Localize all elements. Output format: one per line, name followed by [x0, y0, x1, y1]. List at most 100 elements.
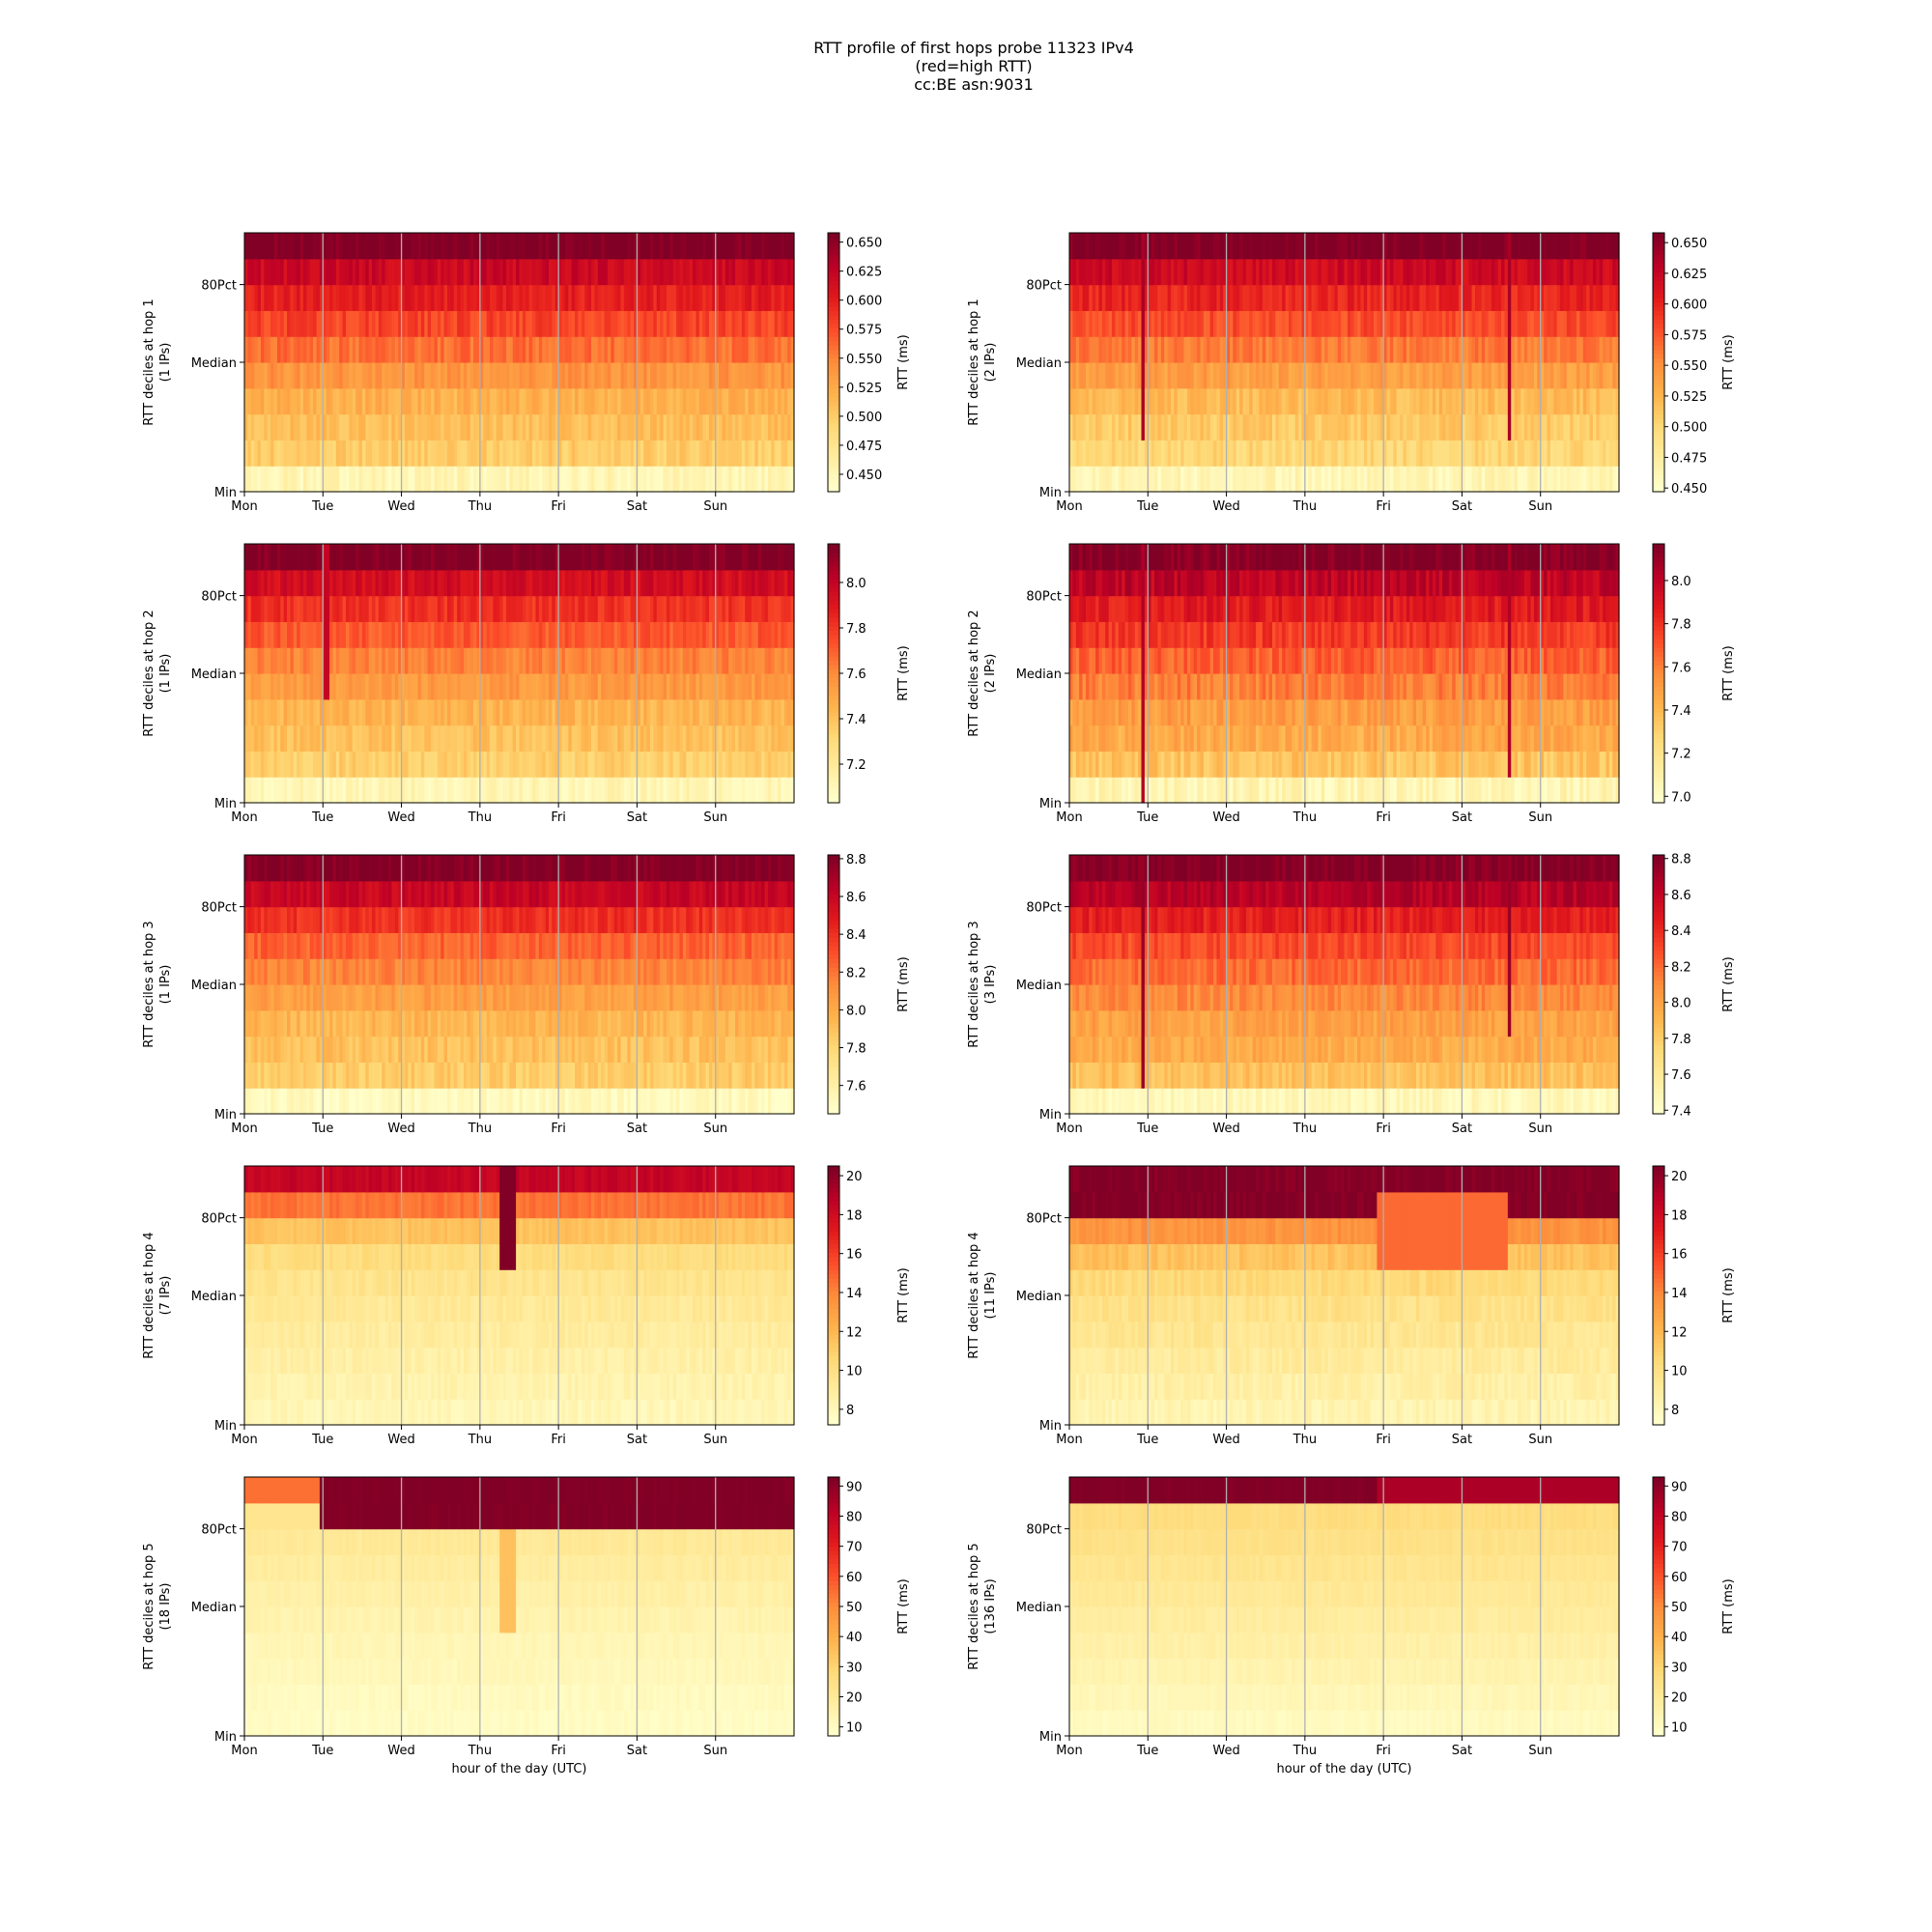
heatmap-cell [1518, 233, 1521, 260]
heatmap-cell [1115, 362, 1120, 389]
heatmap-cell [420, 777, 425, 804]
heatmap-cell [1514, 336, 1519, 363]
heatmap-cell [1608, 466, 1613, 493]
heatmap-cell [431, 751, 436, 778]
heatmap-cell [280, 362, 285, 389]
heatmap-cell [1275, 258, 1280, 286]
heatmap-cell [467, 777, 471, 804]
heatmap-cell [476, 777, 481, 804]
heatmap-cell [781, 440, 785, 467]
heatmap-cell [260, 387, 265, 415]
heatmap-cell [1478, 233, 1483, 260]
heatmap-cell [1134, 284, 1139, 311]
heatmap-cell [639, 310, 644, 337]
heatmap-cell [1082, 466, 1087, 493]
heatmap-cell [738, 466, 743, 493]
heatmap-cell [522, 258, 526, 286]
heatmap-cell [548, 647, 553, 674]
heatmap-cell [457, 362, 462, 389]
heatmap-cell [1148, 310, 1152, 337]
heatmap-cell [378, 284, 383, 311]
heatmap-cell [1213, 258, 1218, 286]
heatmap-cell [561, 777, 566, 804]
heatmap-cell [1596, 336, 1601, 363]
heatmap-cell [1304, 387, 1309, 415]
heatmap-cell [1207, 440, 1211, 467]
heatmap-cell [417, 258, 422, 286]
heatmap-cell [244, 777, 248, 804]
heatmap-cell [398, 233, 403, 260]
heatmap-cell [260, 724, 265, 752]
heatmap-cell [1321, 336, 1325, 363]
heatmap-cell [250, 751, 255, 778]
heatmap-cell [1265, 387, 1270, 415]
heatmap-cell [352, 258, 356, 286]
heatmap-cell [1530, 233, 1535, 260]
heatmap-cell [1478, 413, 1483, 440]
heatmap-cell [1148, 233, 1152, 260]
heatmap-cell [460, 751, 465, 778]
heatmap-cell [696, 647, 700, 674]
heatmap-cell [499, 544, 504, 571]
heatmap-cell [361, 284, 366, 311]
heatmap-cell [1582, 310, 1587, 337]
heatmap-cell [532, 698, 537, 726]
heatmap-cell [287, 440, 292, 467]
heatmap-cell [1318, 336, 1322, 363]
heatmap-cell [575, 362, 580, 389]
heatmap-cell [457, 413, 462, 440]
heatmap-cell [332, 440, 337, 467]
heatmap-cell [656, 284, 661, 311]
heatmap-cell [696, 310, 700, 337]
heatmap-cell [280, 673, 285, 700]
heatmap-cell [666, 466, 670, 493]
heatmap-cell [483, 751, 488, 778]
heatmap-cell [693, 698, 696, 726]
heatmap-cell [754, 387, 759, 415]
heatmap-cell [1547, 284, 1551, 311]
heatmap-cell [1403, 310, 1407, 337]
heatmap-cell [1442, 466, 1447, 493]
colorbar-segment [828, 263, 839, 269]
heatmap-cell [352, 466, 356, 493]
heatmap-cell [404, 413, 409, 440]
heatmap-cell [306, 647, 311, 674]
heatmap-cell [535, 751, 540, 778]
heatmap-cell [1448, 362, 1453, 389]
heatmap-cell [1452, 440, 1457, 467]
heatmap-cell [302, 362, 307, 389]
heatmap-cell [1252, 310, 1257, 337]
heatmap-cell [731, 284, 736, 311]
heatmap-cell [1507, 466, 1512, 493]
heatmap-cell [620, 673, 625, 700]
heatmap-cell [689, 362, 694, 389]
heatmap-cell [469, 569, 474, 597]
heatmap-cell [548, 284, 553, 311]
heatmap-cell [646, 336, 651, 363]
heatmap-cell [1556, 440, 1561, 467]
heatmap-cell [1292, 233, 1296, 260]
heatmap-cell [646, 777, 651, 804]
heatmap-cell [613, 569, 618, 597]
heatmap-cell [783, 387, 788, 415]
heatmap-cell [434, 258, 439, 286]
heatmap-cell [1507, 413, 1512, 440]
heatmap-cell [669, 336, 674, 363]
heatmap-cell [1122, 284, 1126, 311]
heatmap-cell [663, 751, 668, 778]
heatmap-cell [601, 362, 606, 389]
heatmap-cell [591, 233, 595, 260]
heatmap-cell [270, 466, 275, 493]
heatmap-cell [1406, 284, 1410, 311]
heatmap-cell [578, 673, 582, 700]
heatmap-cell [571, 647, 576, 674]
heatmap-cell [1373, 387, 1378, 415]
heatmap-cell [479, 466, 484, 493]
heatmap-cell [509, 595, 514, 622]
heatmap-cell [270, 233, 275, 260]
heatmap-cell [712, 413, 717, 440]
heatmap-cell [280, 647, 285, 674]
heatmap-cell [358, 387, 363, 415]
heatmap-cell [564, 777, 569, 804]
heatmap-cell [1170, 284, 1175, 311]
